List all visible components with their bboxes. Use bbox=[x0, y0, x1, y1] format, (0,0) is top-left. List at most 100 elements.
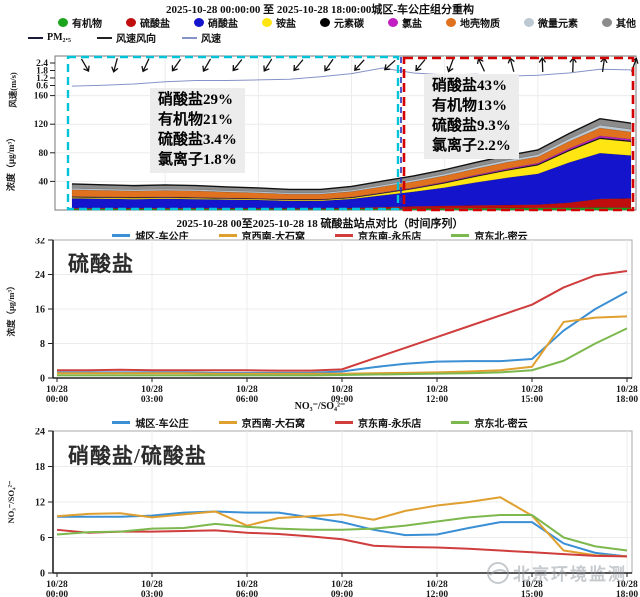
svg-text:10/28: 10/28 bbox=[141, 385, 163, 395]
svg-text:18:00: 18:00 bbox=[616, 395, 638, 405]
legend-line-icon bbox=[97, 36, 113, 39]
ratio-chart-legend: 城区-车公庄 京西南-大石窝 京东南-永乐店 京东北-密云 bbox=[0, 415, 640, 430]
legend-item: 有机物 bbox=[58, 15, 102, 30]
legend-item: 城区-车公庄 bbox=[112, 228, 189, 243]
svg-text:18:00: 18:00 bbox=[616, 590, 638, 597]
svg-text:32: 32 bbox=[35, 238, 45, 247]
sulfate-chart-title: 2025-10-28 00至2025-10-28 18 硫酸盐站点对比（时间序列… bbox=[176, 218, 464, 230]
wind-arrow-icon bbox=[415, 59, 426, 72]
legend-line-icon bbox=[335, 234, 353, 237]
sulfate-chart-legend: 城区-车公庄 京西南-大石窝 京东南-永乐店 京东北-密云 bbox=[0, 228, 640, 243]
legend-dot-icon bbox=[126, 18, 136, 27]
legend-line-icon bbox=[112, 234, 131, 237]
ratio-chart-title: NO₃⁻/SO₄²⁻ bbox=[294, 401, 346, 412]
legend-dot-icon bbox=[194, 18, 204, 27]
legend-dot-icon bbox=[320, 18, 330, 27]
svg-text:8: 8 bbox=[40, 339, 45, 350]
legend-item: 元素碳 bbox=[320, 15, 364, 30]
composition-stacked-chart: 0.61.21.82.4 40 80 120 160 风速(m/s) 浓度（μg/m³） bbox=[5, 55, 639, 212]
legend-item: 硝酸盐 bbox=[194, 15, 238, 30]
svg-text:80: 80 bbox=[39, 149, 49, 159]
legend-item: 京东北-密云 bbox=[451, 415, 528, 430]
wind-arrow-icon bbox=[232, 59, 243, 72]
svg-text:00:00: 00:00 bbox=[46, 395, 68, 405]
legend-dot-icon bbox=[58, 18, 68, 27]
legend-line-icon bbox=[451, 234, 470, 237]
series-城区-车公庄 bbox=[57, 510, 628, 558]
composition-legend: 有机物 硫酸盐 硝酸盐 铵盐 元素碳 氯盐 地壳物质 微量元素 其他 bbox=[58, 15, 636, 30]
svg-text:0.6: 0.6 bbox=[36, 82, 48, 92]
legend-line-icon bbox=[218, 421, 237, 424]
wind-arrow-icon bbox=[141, 58, 150, 73]
legend-line-icon bbox=[182, 36, 198, 39]
legend-item: 铵盐 bbox=[262, 15, 296, 30]
wind-arrow-icon bbox=[202, 58, 212, 73]
svg-text:03:00: 03:00 bbox=[141, 395, 163, 405]
legend-item: 风速风向 bbox=[97, 30, 156, 45]
polluted-period-box bbox=[402, 56, 635, 212]
legend-line-icon bbox=[28, 36, 43, 39]
svg-text:风速(m/s): 风速(m/s) bbox=[8, 72, 18, 108]
wind-arrow-icon bbox=[324, 58, 334, 72]
series-京东北-密云 bbox=[57, 327, 628, 377]
svg-text:00:00: 00:00 bbox=[46, 590, 68, 597]
legend-item: 风速 bbox=[182, 30, 221, 45]
legend-item: 微量元素 bbox=[524, 15, 578, 30]
legend-item: 氯盐 bbox=[388, 15, 422, 30]
legend-line-icon bbox=[335, 421, 353, 424]
svg-text:12:00: 12:00 bbox=[426, 590, 448, 597]
annotation-line: 硫酸盐3.4% bbox=[158, 132, 237, 148]
series-京东南-永乐店 bbox=[56, 528, 628, 558]
sulfate-line-chart: 0816243210/2800:0010/2803:0010/2806:0010… bbox=[6, 238, 638, 405]
series-京西南-大石窝 bbox=[57, 315, 628, 375]
svg-text:40: 40 bbox=[39, 177, 49, 187]
svg-text:10/28: 10/28 bbox=[46, 580, 68, 590]
svg-text:0: 0 bbox=[40, 374, 45, 385]
legend-dot-icon bbox=[446, 18, 456, 27]
svg-text:1.8: 1.8 bbox=[36, 67, 48, 77]
legend-item: PM₂.₅ bbox=[28, 32, 71, 43]
page-title: 2025-10-28 00:00:00 至 2025-10-28 18:00:0… bbox=[166, 4, 474, 16]
legend-dot-icon bbox=[388, 18, 398, 27]
legend-line-icon bbox=[112, 421, 131, 424]
svg-text:15:00: 15:00 bbox=[521, 395, 543, 405]
legend-item: 京东南-永乐店 bbox=[335, 228, 421, 243]
annotation-line: 有机物21% bbox=[158, 112, 234, 128]
svg-text:10/28: 10/28 bbox=[426, 385, 448, 395]
svg-text:15:00: 15:00 bbox=[521, 590, 543, 597]
legend-line-icon bbox=[451, 421, 470, 424]
svg-text:1.2: 1.2 bbox=[36, 74, 48, 84]
svg-text:浓度（μg/m³）: 浓度（μg/m³） bbox=[6, 281, 16, 336]
svg-text:10/28: 10/28 bbox=[331, 385, 353, 395]
legend-item: 京东南-永乐店 bbox=[335, 415, 421, 430]
svg-text:NO₃⁻/SO₄²⁻: NO₃⁻/SO₄²⁻ bbox=[6, 480, 16, 524]
series-京东南-永乐店 bbox=[57, 270, 628, 372]
legend-dot-icon bbox=[262, 18, 272, 27]
series-京东北-密云 bbox=[56, 514, 628, 552]
svg-text:18: 18 bbox=[35, 462, 45, 473]
svg-text:10/28: 10/28 bbox=[616, 580, 638, 590]
annotation-line: 氯离子2.2% bbox=[432, 138, 511, 154]
svg-text:浓度（μg/m³）: 浓度（μg/m³） bbox=[5, 133, 16, 191]
wind-arrow-icon bbox=[171, 58, 182, 72]
clean-period-box bbox=[66, 55, 400, 211]
ratio-panel-label: 硝酸盐/硫酸盐 bbox=[68, 444, 207, 468]
svg-text:160: 160 bbox=[34, 92, 49, 102]
wind-arrow-icon bbox=[263, 58, 273, 72]
svg-text:06:00: 06:00 bbox=[236, 590, 258, 597]
svg-text:10/28: 10/28 bbox=[331, 580, 353, 590]
annotation-line: 硝酸盐29% bbox=[158, 92, 234, 108]
svg-text:10/28: 10/28 bbox=[46, 385, 68, 395]
svg-text:0: 0 bbox=[40, 569, 45, 580]
ratio-line-chart: 0612182410/2800:0010/2803:0010/2806:0010… bbox=[6, 428, 638, 597]
svg-text:6: 6 bbox=[40, 533, 45, 544]
svg-text:09:00: 09:00 bbox=[331, 590, 353, 597]
annotation-line: 硝酸盐43% bbox=[432, 78, 508, 94]
wind-arrow-icon bbox=[80, 58, 90, 73]
svg-text:10/28: 10/28 bbox=[521, 580, 543, 590]
wind-arrow-icon bbox=[446, 58, 455, 73]
wind-arrow-icon bbox=[538, 56, 547, 73]
svg-text:10/28: 10/28 bbox=[236, 385, 258, 395]
svg-text:2.4: 2.4 bbox=[36, 59, 48, 69]
